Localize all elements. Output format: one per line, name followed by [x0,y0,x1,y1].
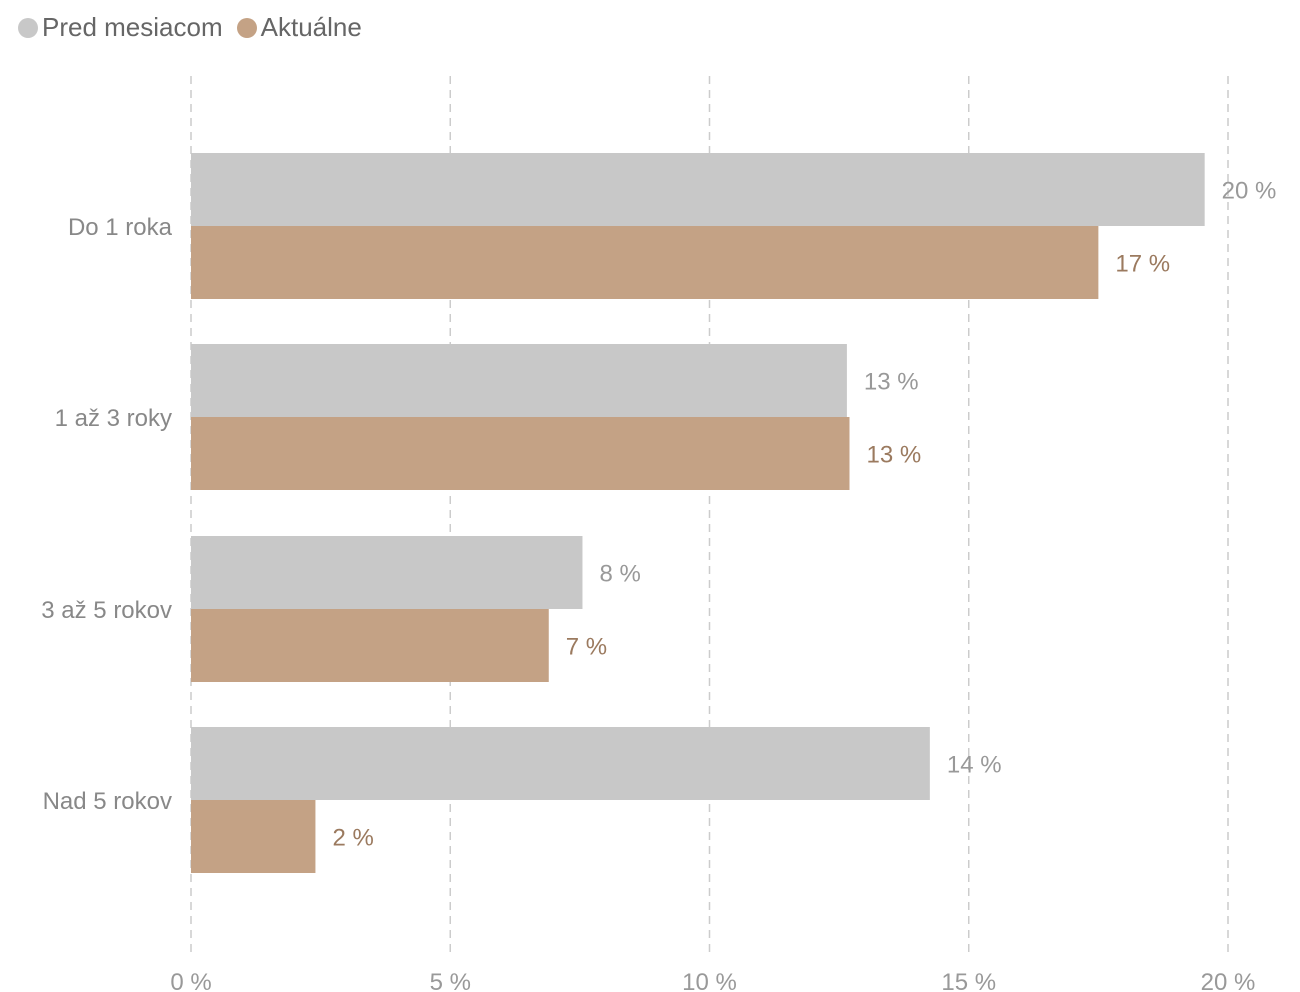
data-label-previous: 8 % [599,561,640,588]
data-label-previous: 13 % [864,369,919,396]
bar-current[interactable] [191,800,316,873]
x-tick-label: 15 % [941,969,996,992]
data-label-previous: 20 % [1222,178,1277,205]
category-label: Nad 5 rokov [43,788,172,815]
legend-label-current: Aktuálne [260,12,362,42]
x-tick-label: 0 % [170,969,211,992]
data-label-current: 17 % [1115,251,1170,278]
bar-current[interactable] [191,609,549,682]
x-tick-label: 10 % [682,969,737,992]
data-label-current: 7 % [566,634,607,661]
data-label-previous: 14 % [947,752,1002,779]
legend-item-previous[interactable]: Pred mesiacom [18,12,223,43]
category-label: Do 1 roka [68,214,173,241]
bar-current[interactable] [191,417,850,490]
bar-previous[interactable] [191,536,583,609]
legend-swatch-previous [18,17,38,38]
x-tick-label: 5 % [430,969,471,992]
bar-previous[interactable] [191,153,1205,226]
chart-legend: Pred mesiacom Aktuálne [18,12,362,43]
legend-item-current[interactable]: Aktuálne [236,12,362,43]
legend-label-previous: Pred mesiacom [42,12,223,42]
legend-swatch-current [236,17,257,38]
x-tick-label: 20 % [1201,969,1256,992]
category-label: 3 až 5 rokov [41,597,172,624]
bar-previous[interactable] [191,344,847,417]
data-label-current: 13 % [866,442,921,469]
bar-current[interactable] [191,226,1099,299]
category-label: 1 až 3 roky [55,405,172,432]
data-label-current: 2 % [332,825,373,852]
bar-previous[interactable] [191,727,930,800]
